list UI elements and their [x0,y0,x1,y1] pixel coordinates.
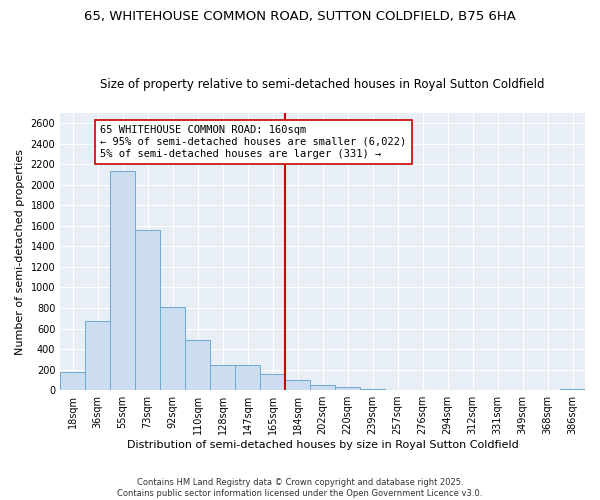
Title: Size of property relative to semi-detached houses in Royal Sutton Coldfield: Size of property relative to semi-detach… [100,78,545,91]
Bar [360,388,385,390]
Bar [135,230,160,390]
Bar [60,372,85,390]
Bar [260,374,285,390]
Text: Contains HM Land Registry data © Crown copyright and database right 2025.
Contai: Contains HM Land Registry data © Crown c… [118,478,482,498]
Bar [85,322,110,390]
Bar [310,385,335,390]
Bar [335,387,360,390]
Bar [160,307,185,390]
Bar [185,340,210,390]
Bar [210,366,235,390]
Bar [560,389,585,390]
Y-axis label: Number of semi-detached properties: Number of semi-detached properties [15,148,25,354]
Bar [110,172,135,390]
X-axis label: Distribution of semi-detached houses by size in Royal Sutton Coldfield: Distribution of semi-detached houses by … [127,440,518,450]
Text: 65, WHITEHOUSE COMMON ROAD, SUTTON COLDFIELD, B75 6HA: 65, WHITEHOUSE COMMON ROAD, SUTTON COLDF… [84,10,516,23]
Text: 65 WHITEHOUSE COMMON ROAD: 160sqm
← 95% of semi-detached houses are smaller (6,0: 65 WHITEHOUSE COMMON ROAD: 160sqm ← 95% … [100,126,406,158]
Bar [285,380,310,390]
Bar [235,366,260,390]
